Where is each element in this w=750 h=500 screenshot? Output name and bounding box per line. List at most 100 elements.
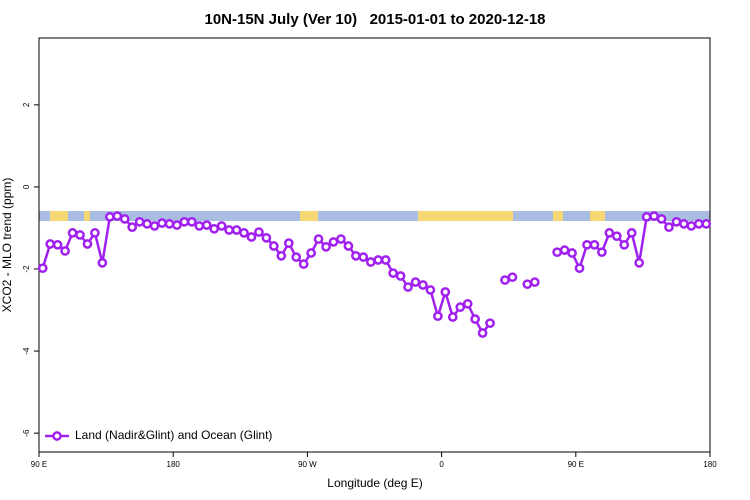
data-point (418, 280, 428, 290)
data-point (671, 216, 682, 227)
data-point (134, 216, 145, 227)
data-point (112, 211, 123, 221)
data-point (149, 221, 160, 231)
data-point (365, 257, 376, 267)
data-point (313, 234, 324, 244)
data-point (142, 219, 152, 229)
data-point (529, 277, 540, 287)
y-tick-label: 0 (22, 184, 31, 189)
data-point (433, 311, 443, 322)
data-point (559, 245, 570, 255)
data-point (276, 251, 287, 261)
y-tick-label: -2 (22, 265, 31, 273)
data-point (574, 263, 585, 274)
plot-frame (38, 37, 711, 453)
x-tick-label: 180 (167, 460, 181, 469)
x-tick-label: 0 (439, 460, 444, 469)
data-point (679, 219, 689, 229)
data-point (194, 221, 205, 231)
data-point (470, 314, 480, 324)
data-point (328, 237, 339, 247)
data-point (380, 255, 391, 265)
data-point (186, 216, 197, 227)
data-point (500, 275, 510, 285)
data-point (336, 234, 346, 244)
data-point (358, 252, 369, 262)
data-point (507, 272, 518, 283)
data-point (395, 271, 406, 281)
data-point (462, 299, 473, 309)
data-point (104, 212, 115, 222)
data-point (656, 214, 667, 224)
data-point (477, 328, 488, 338)
data-point (619, 239, 630, 250)
data-point (611, 231, 622, 242)
y-tick-label: 2 (22, 102, 31, 107)
legend-marker (52, 431, 62, 441)
land-ocean-band (39, 211, 710, 221)
data-point (634, 257, 645, 268)
data-point (254, 227, 264, 237)
data-point (179, 216, 190, 227)
ocean-band (39, 211, 710, 221)
land-patch (84, 211, 90, 221)
land-patch (50, 211, 68, 221)
data-point (485, 318, 495, 329)
land-patch (553, 211, 563, 221)
data-point (127, 222, 138, 233)
data-point (597, 247, 607, 258)
data-point (269, 241, 279, 251)
data-point (224, 225, 234, 235)
y-axis-label: XCO2 - MLO trend (ppm) (0, 178, 14, 313)
data-point (172, 220, 182, 230)
data-point (447, 312, 458, 322)
data-point (209, 223, 220, 234)
data-point (455, 302, 466, 313)
data-point (686, 221, 697, 231)
x-tick-label: 180 (703, 460, 717, 469)
data-point (343, 241, 354, 251)
data-point (693, 219, 704, 229)
data-point (388, 268, 398, 278)
data-point (231, 225, 242, 235)
data-point (641, 212, 652, 222)
data-point (164, 219, 175, 229)
data-point (306, 248, 316, 258)
data-point (701, 219, 712, 229)
data-point (567, 248, 577, 258)
data-point (589, 239, 600, 250)
land-patch (418, 211, 513, 221)
data-point (90, 228, 100, 238)
data-point (291, 252, 302, 262)
y-tick-label: -6 (22, 429, 31, 437)
data-point (239, 228, 249, 238)
data-point (403, 282, 413, 292)
x-tick-label: 90 W (298, 460, 317, 469)
land-patch (300, 211, 318, 221)
data-point (52, 239, 63, 250)
data-point (440, 287, 451, 297)
data-point (283, 238, 294, 249)
x-axis-label: Longitude (deg E) (327, 476, 422, 490)
data-point (351, 251, 361, 261)
data-point (522, 279, 533, 290)
data-point (410, 277, 421, 287)
x-tick-label: 90 E (568, 460, 584, 469)
land-patch (590, 211, 605, 221)
data-point (582, 239, 592, 250)
data-point (552, 247, 563, 258)
chart-title: 10N-15N July (Ver 10) 2015-01-01 to 2020… (204, 11, 545, 28)
data-point (261, 232, 272, 243)
data-point (60, 246, 70, 256)
y-tick-label: -4 (22, 347, 31, 355)
data-point (75, 230, 85, 240)
data-point (45, 239, 56, 249)
data-point (82, 239, 93, 249)
data-point (67, 228, 78, 238)
data-point (246, 232, 257, 242)
data-point (321, 241, 331, 252)
data-point (157, 218, 167, 228)
data-point (649, 211, 659, 221)
